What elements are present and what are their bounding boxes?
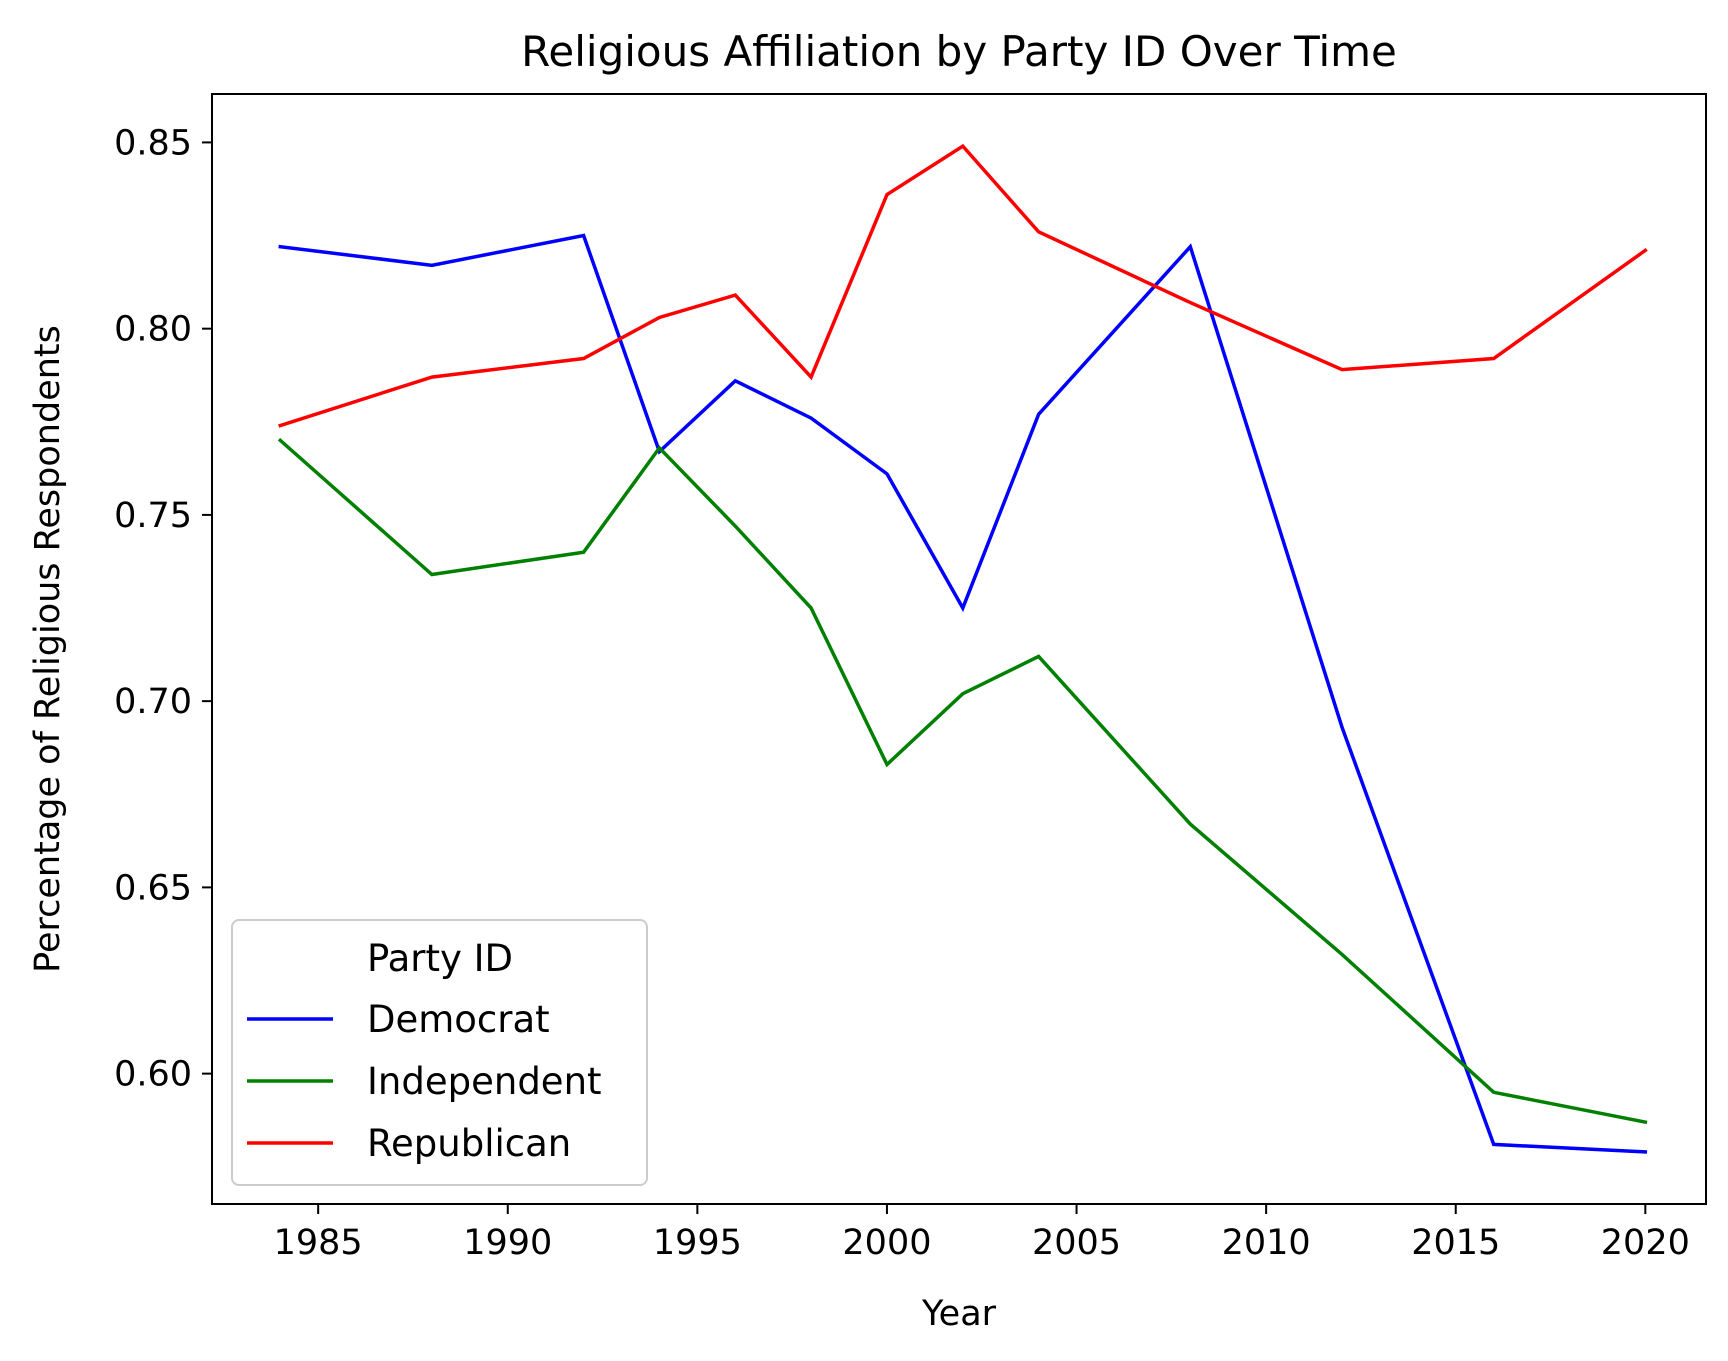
legend-entries: Democrat Independent Republican: [247, 998, 602, 1165]
x-tick-label: 2000: [842, 1223, 931, 1263]
y-tick-label: 0.70: [114, 682, 192, 722]
series-line-independent: [277, 437, 1648, 1125]
chart-title: Religious Affiliation by Party ID Over T…: [521, 27, 1397, 76]
legend-label-independent: Independent: [367, 1060, 602, 1103]
y-axis-ticks: 0.60 0.65 0.70 0.75 0.80 0.85: [114, 123, 212, 1095]
x-axis-label: Year: [921, 1294, 997, 1334]
x-tick-label: 2010: [1222, 1223, 1311, 1263]
series-line-democrat: [278, 233, 1648, 1154]
legend-label-republican: Republican: [367, 1122, 571, 1165]
legend-title: Party ID: [367, 937, 513, 980]
series-layer: [277, 143, 1648, 1154]
legend: Party ID Democrat Independent Republican: [231, 919, 648, 1186]
x-tick-label: 2020: [1601, 1223, 1690, 1263]
x-tick-label: 2015: [1411, 1223, 1500, 1263]
y-tick-label: 0.80: [114, 310, 192, 350]
x-tick-label: 1985: [274, 1223, 363, 1263]
y-tick-label: 0.85: [114, 123, 192, 163]
plot-frame: [211, 93, 1707, 1205]
y-axis-label: Percentage of Religious Respondents: [28, 325, 68, 973]
y-tick-label: 0.60: [114, 1055, 192, 1095]
plot-area: [211, 93, 1707, 1205]
x-tick-label: 1995: [653, 1223, 742, 1263]
legend-box: [231, 919, 648, 1186]
x-tick-label: 1990: [463, 1223, 552, 1263]
legend-label-democrat: Democrat: [367, 998, 550, 1041]
y-tick-label: 0.65: [114, 868, 192, 908]
x-tick-label: 2005: [1032, 1223, 1121, 1263]
y-tick-label: 0.75: [114, 496, 192, 536]
x-axis-ticks: 1985 1990 1995 2000 2005 2010 2015 2020: [274, 1204, 1690, 1263]
series-line-republican: [278, 143, 1648, 428]
